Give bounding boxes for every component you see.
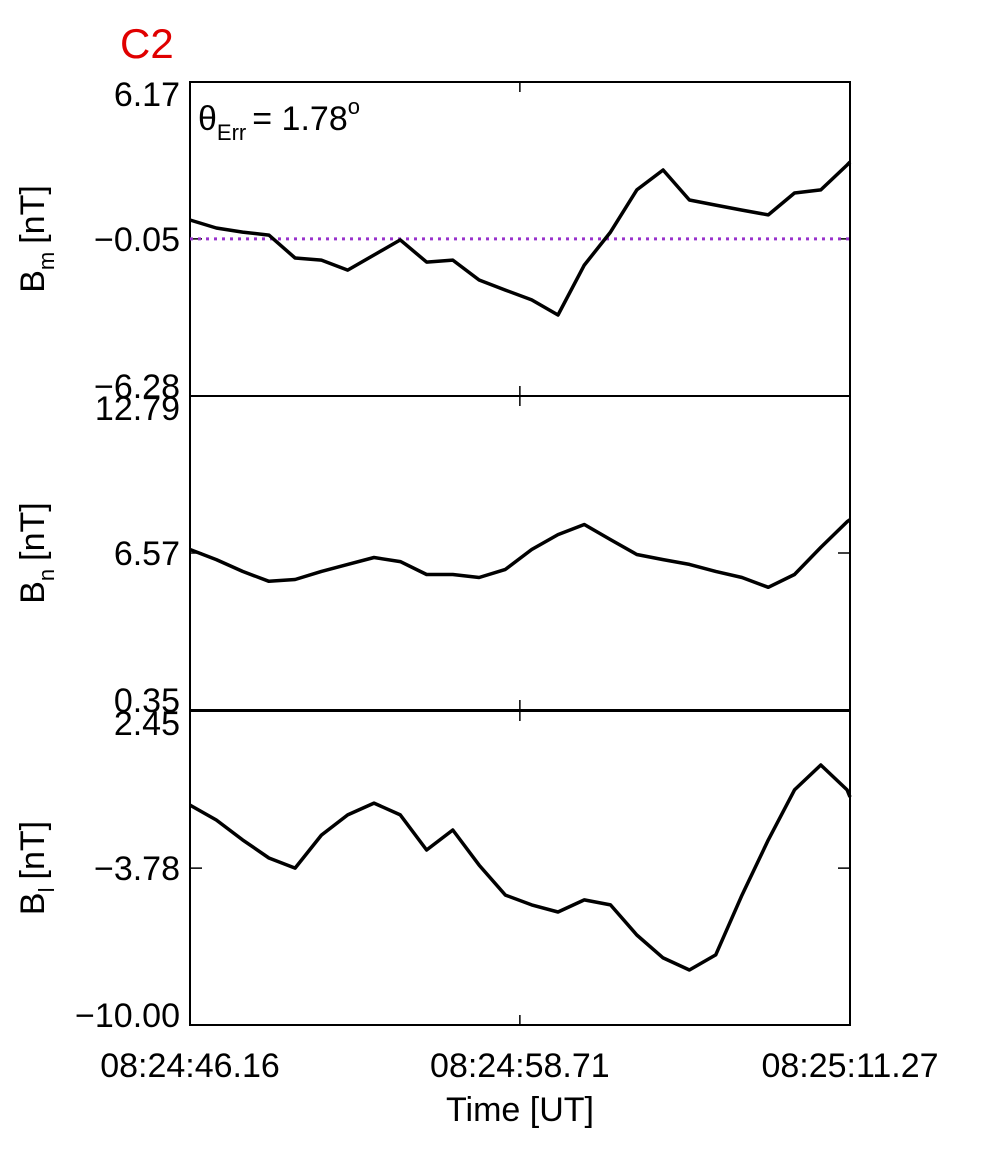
y-tick-label: 0.35 <box>114 682 180 720</box>
annotation-superscript: o <box>348 94 360 119</box>
y-tick-label: 6.57 <box>114 535 180 573</box>
y-label-unit: [nT] <box>14 185 52 244</box>
plot-frame <box>189 395 851 711</box>
annotation-symbol: θ <box>198 100 217 138</box>
y-label-unit: [nT] <box>14 502 52 561</box>
y-tick-label: −10.00 <box>75 997 180 1035</box>
annotation-subscript: Err <box>217 120 246 145</box>
y-label-subscript: n <box>34 569 59 581</box>
chart-title: C2 <box>120 20 174 67</box>
data-line <box>189 763 852 972</box>
x-tick-label: 08:24:58.71 <box>430 1047 610 1085</box>
y-axis-label: Bm [nT] <box>14 185 59 293</box>
y-tick-label: −6.28 <box>94 368 180 406</box>
x-tick-label: 08:25:11.27 <box>761 1047 938 1085</box>
y-label-symbol: B <box>14 892 52 915</box>
y-tick-label: 6.17 <box>114 76 180 114</box>
x-tick-label: 08:24:46.16 <box>100 1047 280 1085</box>
y-tick-label: −3.78 <box>94 850 180 888</box>
y-tick-label: −0.05 <box>94 221 180 259</box>
y-label-unit: [nT] <box>14 821 52 880</box>
data-line <box>189 518 851 590</box>
data-line <box>189 160 852 317</box>
y-tick-label: 12.79 <box>95 390 180 428</box>
y-axis-label: Bl [nT] <box>14 821 59 915</box>
y-label-symbol: B <box>14 581 52 604</box>
x-axis-label: Time [UT] <box>446 1091 594 1129</box>
plot-frame <box>189 710 851 1026</box>
y-label-symbol: B <box>14 270 52 293</box>
y-tick-label: 2.45 <box>114 705 180 743</box>
annotation: θErr = 1.78o <box>198 94 360 145</box>
y-label-subscript: l <box>34 888 59 893</box>
y-axis-label: Bn [nT] <box>14 502 59 604</box>
annotation-text: = 1.78 <box>252 100 347 138</box>
y-label-subscript: m <box>34 252 59 270</box>
